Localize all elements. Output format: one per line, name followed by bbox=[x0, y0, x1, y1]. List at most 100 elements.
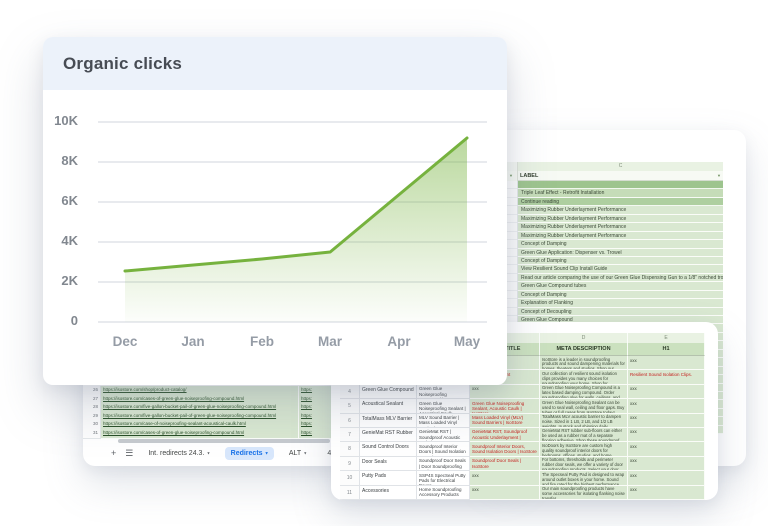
meta-title-cell[interactable]: xxx bbox=[470, 471, 540, 486]
meta-title-cell[interactable]: Soundproof Interior Doors, Sound Isolati… bbox=[470, 442, 540, 457]
page-label-cell[interactable]: Green Glue Compound bbox=[360, 384, 417, 400]
label-cell[interactable] bbox=[518, 181, 723, 190]
column-header[interactable]: META DESCRIPTION bbox=[540, 343, 628, 356]
label-cell[interactable]: Explanation of Flanking bbox=[518, 299, 723, 308]
chart-card-header: Organic clicks bbox=[43, 37, 507, 90]
label-cell[interactable]: Concept of Damping bbox=[518, 256, 723, 266]
current-title-cell[interactable]: Home Soundproofing Accessory Products bbox=[417, 485, 470, 500]
meta-title-cell[interactable]: xxx bbox=[470, 485, 540, 500]
h1-cell[interactable]: xxx bbox=[628, 399, 705, 414]
organic-clicks-card: Organic clicks 10K 8K 6K 4K 2K 0 bbox=[43, 37, 507, 385]
h1-cell[interactable]: xxx bbox=[628, 471, 705, 486]
label-cell[interactable]: Maximizing Rubber Underlayment Performan… bbox=[518, 231, 723, 241]
table-row: Maximizing Rubber Underlayment Performan… bbox=[505, 231, 723, 241]
current-title-cell[interactable]: Soundproof Interior Doors | Sound Isolat… bbox=[417, 442, 470, 457]
meta-title-cell[interactable]: Soundproof Door Seals | IsoStore bbox=[470, 456, 540, 472]
sheet-tab[interactable]: ALT ▾ bbox=[283, 447, 313, 460]
add-sheet-icon[interactable]: + bbox=[111, 448, 117, 458]
current-title-cell[interactable]: Soundproof Door Seals | Door Soundproofi… bbox=[417, 456, 470, 472]
sheet-tab[interactable]: Redirects ▾ bbox=[224, 446, 274, 460]
column-header[interactable]: H1 bbox=[628, 343, 705, 356]
current-title-cell[interactable]: Green Glue Noiseproofing Compound | Soun… bbox=[417, 384, 470, 400]
meta-description-cell[interactable]: Our collection of resilient sound isolat… bbox=[540, 370, 628, 385]
label-header-text: LABEL bbox=[520, 172, 539, 179]
table-row bbox=[505, 181, 723, 190]
row-header-stub bbox=[505, 265, 518, 274]
label-column-header[interactable]: LABEL ▼ bbox=[518, 171, 723, 181]
meta-title-cell[interactable]: Green Glue Noiseproofing Sealant, Acoust… bbox=[470, 399, 540, 414]
row-number: 11 bbox=[340, 485, 360, 500]
page-label-cell[interactable]: Door Seals bbox=[360, 456, 417, 472]
meta-title-cell[interactable]: Mass Loaded Vinyl (MLV) Sound Barriers |… bbox=[470, 413, 540, 428]
all-sheets-icon[interactable]: ☰ bbox=[125, 447, 134, 458]
row-header-stub bbox=[505, 273, 518, 283]
table-row: Maximizing Rubber Underlayment Performan… bbox=[505, 223, 723, 232]
chevron-down-icon: ▾ bbox=[207, 450, 210, 456]
h1-cell[interactable]: xxx bbox=[628, 485, 705, 500]
meta-description-cell[interactable]: Green Glue Noiseproofing Sealant can be … bbox=[540, 399, 628, 414]
h1-cell[interactable]: xxx bbox=[628, 456, 705, 472]
table-row: Green Glue Application: Dispenser vs. Tr… bbox=[505, 248, 723, 257]
sheet-tab-label: ALT bbox=[288, 449, 302, 457]
row-header-stub bbox=[505, 223, 518, 232]
table-row: 9 Door Seals Soundproof Door Seals | Doo… bbox=[340, 456, 705, 472]
meta-description-cell[interactable]: GenieMat RST rubber sub-floors can eithe… bbox=[540, 427, 628, 443]
area-chart bbox=[98, 121, 487, 323]
page-label-cell[interactable]: Acoustical Sealant bbox=[360, 399, 417, 414]
sheet-tab-label: Int. redirects 24.3. bbox=[148, 449, 205, 457]
row-number: 31 bbox=[83, 428, 101, 439]
table-row: Green Glue Compound tubes bbox=[505, 282, 723, 291]
label-cell[interactable]: Concept of Damping bbox=[518, 240, 723, 249]
meta-description-cell[interactable]: TotalMass MLV acoustic barrier to dampen… bbox=[540, 413, 628, 428]
meta-description-cell[interactable]: IsoStore is a leader in soundproofing pr… bbox=[540, 356, 628, 371]
label-cell[interactable]: View Resilient Sound Clip Install Guide bbox=[518, 265, 723, 274]
chart-title: Organic clicks bbox=[63, 53, 183, 73]
table-row: 10 Putty Pads SSP4S SpecSeal Putty Pads … bbox=[340, 471, 705, 486]
filter-icon[interactable]: ▼ bbox=[717, 172, 721, 178]
h1-cell[interactable]: xxx bbox=[628, 413, 705, 428]
current-title-cell[interactable]: MLV Sound Barrier | Mass Loaded Vinyl Ba… bbox=[417, 413, 470, 428]
filter-icon[interactable]: ▼ bbox=[509, 173, 513, 178]
sheet-tab-label: Redirects bbox=[230, 449, 263, 457]
meta-title-cell[interactable]: xxx bbox=[470, 384, 540, 400]
h1-cell[interactable]: Resilient Sound Isolation Clips. bbox=[628, 370, 705, 385]
label-cell[interactable]: Maximizing Rubber Underlayment Performan… bbox=[518, 214, 723, 224]
url-cell[interactable]: https://isostore.com/cases-of-green-glue… bbox=[101, 428, 299, 439]
h1-cell[interactable]: xxx bbox=[628, 442, 705, 457]
meta-description-cell[interactable]: IsoDoors by IsoStore are custom high qua… bbox=[540, 442, 628, 457]
row-header-stub bbox=[505, 197, 518, 207]
current-title-cell[interactable]: GenieMat RST | Soundproof Acoustic Under… bbox=[417, 427, 470, 443]
label-cell[interactable]: Read our article comparing the use of ou… bbox=[518, 273, 723, 283]
label-cell[interactable]: Maximizing Rubber Underlayment Performan… bbox=[518, 206, 723, 215]
label-cell[interactable]: Maximizing Rubber Underlayment Performan… bbox=[518, 223, 723, 232]
current-title-cell[interactable]: SSP4S SpecSeal Putty Pads for Electrical… bbox=[417, 471, 470, 486]
table-row: 8 Sound Control Doors Soundproof Interio… bbox=[340, 442, 705, 457]
label-cell[interactable]: Green Glue Compound tubes bbox=[518, 282, 723, 291]
current-title-cell[interactable]: Green Glue Noiseproofing Sealant | Acous… bbox=[417, 399, 470, 414]
table-row: Maximizing Rubber Underlayment Performan… bbox=[505, 206, 723, 215]
row-number: 10 bbox=[340, 471, 360, 486]
meta-description-cell[interactable]: Our main soundproofing products have som… bbox=[540, 485, 628, 500]
page-label-cell[interactable]: Accessories bbox=[360, 485, 417, 500]
label-cell[interactable]: Concept of Damping bbox=[518, 290, 723, 300]
label-cell[interactable]: Concept of Decoupling bbox=[518, 307, 723, 316]
horizontal-scrollbar[interactable] bbox=[118, 439, 330, 443]
label-cell[interactable]: Triple Leaf Effect - Retrofit Installati… bbox=[518, 189, 723, 198]
page-label-cell[interactable]: GenieMat RST Rubber bbox=[360, 427, 417, 443]
h1-cell[interactable]: xxx bbox=[628, 384, 705, 400]
label-cell[interactable]: Green Glue Application: Dispenser vs. Tr… bbox=[518, 248, 723, 257]
meta-description-cell[interactable]: The Specseal Putty Pad is designed to wr… bbox=[540, 471, 628, 486]
meta-title-cell[interactable]: GenieMat RST, Soundproof Acoustic Underl… bbox=[470, 427, 540, 443]
page-label-cell[interactable]: Sound Control Doors bbox=[360, 442, 417, 457]
page-label-cell[interactable]: TotalMass MLV Barrier bbox=[360, 413, 417, 428]
page-label-cell[interactable]: Putty Pads bbox=[360, 471, 417, 486]
meta-description-cell[interactable]: For bottoms, thresholds and perimeter ru… bbox=[540, 456, 628, 472]
h1-cell[interactable]: xxx bbox=[628, 356, 705, 371]
sheet-tab[interactable]: Int. redirects 24.3. ▾ bbox=[142, 447, 215, 460]
row-header-stub bbox=[505, 282, 518, 291]
meta-description-cell[interactable]: Green Glue Noiseproofing Compound is a l… bbox=[540, 384, 628, 400]
chevron-down-icon: ▾ bbox=[304, 450, 307, 456]
table-row: 6 TotalMass MLV Barrier MLV Sound Barrie… bbox=[340, 413, 705, 428]
h1-cell[interactable]: xxx bbox=[628, 427, 705, 443]
label-cell[interactable]: Continue reading bbox=[518, 197, 723, 207]
